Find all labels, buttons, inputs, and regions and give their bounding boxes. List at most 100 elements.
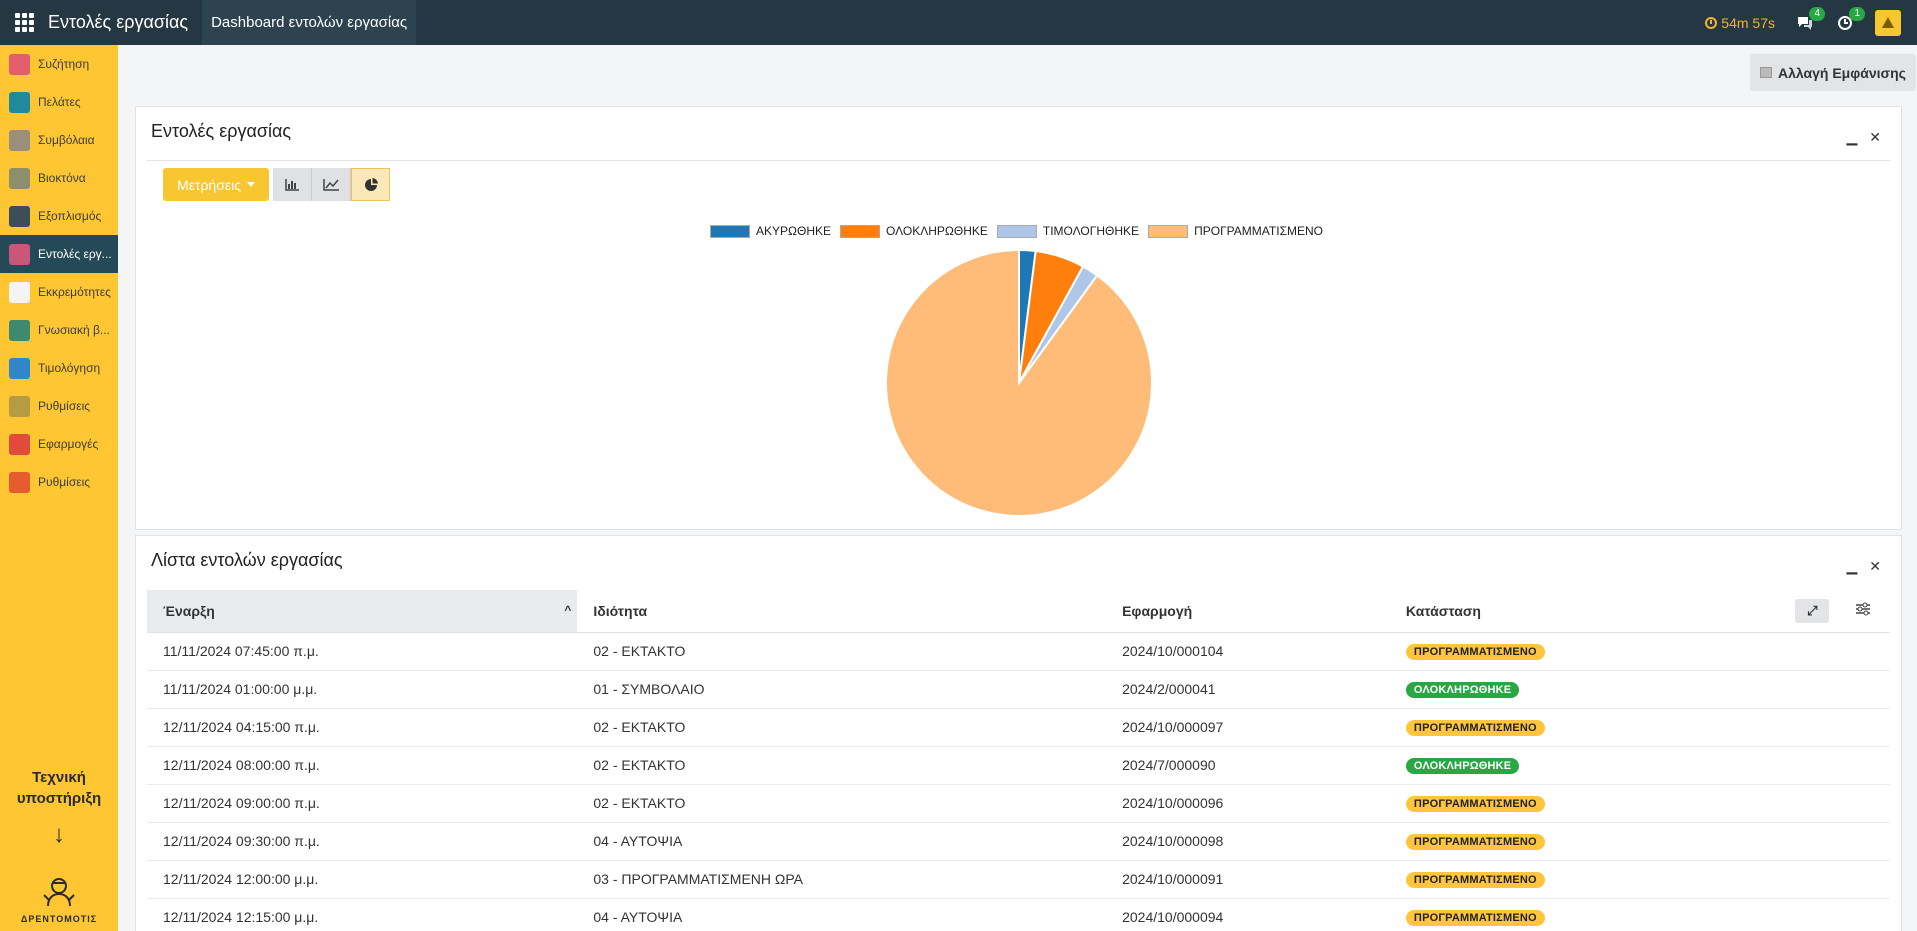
- status-badge: ΠΡΟΓΡΑΜΜΑΤΙΣΜΕΝΟ: [1405, 720, 1545, 736]
- cell-ref: 2024/7/000090: [1106, 746, 1390, 785]
- sidebar-item-knowledge[interactable]: Γνωσιακή β...: [0, 311, 118, 349]
- cell-start: 12/11/2024 08:00:00 π.μ.: [147, 746, 578, 785]
- sort-asc-icon: ^: [564, 602, 572, 617]
- status-badge: ΟΛΟΚΛΗΡΩΘΗΚΕ: [1405, 758, 1520, 774]
- sidebar-item-label: Ρυθμίσεις: [38, 399, 91, 413]
- sidebar-item-workorder[interactable]: Εντολές εργ...: [0, 235, 118, 273]
- change-view-label: Αλλαγή Εμφάνισης: [1778, 64, 1906, 81]
- sidebar-item-settings-alt[interactable]: Ρυθμίσεις: [0, 463, 118, 501]
- table-row[interactable]: 12/11/2024 12:15:00 μ.μ. 04 - ΑΥΤΟΨΙΑ 2024…: [147, 898, 1890, 931]
- cell-empty: [1838, 708, 1890, 747]
- apps-icon: [9, 433, 30, 455]
- contacts-icon: [9, 91, 30, 113]
- activities-icon[interactable]: 1: [1835, 6, 1865, 33]
- equipment-icon: [9, 205, 30, 227]
- column-status[interactable]: Κατάσταση: [1389, 590, 1780, 633]
- cell-status: ΠΡΟΓΡΑΜΜΑΤΙΣΜΕΝΟ: [1389, 632, 1780, 671]
- app-menu-icon[interactable]: [0, 0, 48, 45]
- sidebar-item-pending[interactable]: Εκκρεμότητες: [0, 273, 118, 311]
- status-badge: ΠΡΟΓΡΑΜΜΑΤΙΣΜΕΝΟ: [1405, 872, 1545, 888]
- messages-icon[interactable]: 4: [1795, 6, 1825, 33]
- table-row[interactable]: 12/11/2024 09:00:00 π.μ. 02 - ΕΚΤΑΚΤΟ 2024…: [147, 784, 1890, 823]
- minimize-icon[interactable]: ▁: [1846, 129, 1858, 145]
- bar-chart-button[interactable]: [273, 168, 312, 201]
- legend-item[interactable]: ΑΚΥΡΩΘΗΚΕ: [710, 224, 831, 238]
- cell-status: ΠΡΟΓΡΑΜΜΑΤΙΣΜΕΝΟ: [1389, 898, 1780, 931]
- column-ref[interactable]: Εφαρμογή: [1106, 590, 1390, 633]
- messages-badge: 4: [1809, 6, 1825, 21]
- chart-panel-title: Εντολές εργασίας: [151, 121, 292, 141]
- activities-badge: 1: [1849, 6, 1865, 21]
- company-logo: ΔΡΕΝΤΟΜΟΤΙΣ: [16, 877, 102, 924]
- change-view-button[interactable]: Αλλαγή Εμφάνισης: [1750, 54, 1916, 91]
- expand-column: ⤢: [1779, 590, 1839, 633]
- line-chart-icon: [323, 178, 339, 191]
- cell-status: ΠΡΟΓΡΑΜΜΑΤΙΣΜΕΝΟ: [1389, 860, 1780, 899]
- column-type[interactable]: Ιδιότητα: [577, 590, 1107, 633]
- sidebar-item-label: Τιμολόγηση: [38, 361, 101, 375]
- status-badge: ΠΡΟΓΡΑΜΜΑΤΙΣΜΕΝΟ: [1405, 910, 1545, 926]
- session-timer[interactable]: 54m 57s: [1705, 15, 1775, 31]
- bar-chart-icon: [285, 178, 299, 191]
- close-icon[interactable]: ✕: [1869, 129, 1881, 145]
- expand-icon[interactable]: ⤢: [1795, 598, 1830, 623]
- legend-item[interactable]: ΠΡΟΓΡΑΜΜΑΤΙΣΜΕΝΟ: [1148, 224, 1323, 238]
- line-chart-button[interactable]: [312, 168, 351, 201]
- sidebar-item-chat[interactable]: Συζήτηση: [0, 45, 118, 83]
- sidebar-item-invoice[interactable]: Τιμολόγηση: [0, 349, 118, 387]
- column-start-label: Έναρξη: [163, 602, 215, 619]
- minimize-icon[interactable]: ▁: [1846, 558, 1858, 574]
- cell-status: ΠΡΟΓΡΑΜΜΑΤΙΣΜΕΝΟ: [1389, 708, 1780, 747]
- legend-item[interactable]: ΟΛΟΚΛΗΡΩΘΗΚΕ: [840, 224, 988, 238]
- table-row[interactable]: 12/11/2024 08:00:00 π.μ. 02 - ΕΚΤΑΚΤΟ 2024…: [147, 746, 1890, 785]
- work-orders-table: Έναρξη ^ Ιδιότητα Εφαρμογή Κατάσταση ⤢ 1…: [147, 590, 1890, 931]
- cell-status: ΠΡΟΓΡΑΜΜΑΤΙΣΜΕΝΟ: [1389, 822, 1780, 861]
- column-settings-icon[interactable]: [1855, 602, 1871, 616]
- table-header-row: Έναρξη ^ Ιδιότητα Εφαρμογή Κατάσταση ⤢: [147, 590, 1890, 633]
- app-title[interactable]: Εντολές εργασίας: [48, 12, 189, 32]
- table-row[interactable]: 12/11/2024 09:30:00 π.μ. 04 - ΑΥΤΟΨΙΑ 2024…: [147, 822, 1890, 861]
- support-text[interactable]: Τεχνική υποστήριξη: [0, 767, 118, 809]
- legend-label: ΠΡΟΓΡΑΜΜΑΤΙΣΜΕΝΟ: [1194, 224, 1323, 238]
- legend-swatch: [1148, 224, 1189, 238]
- sidebar-item-equipment[interactable]: Εξοπλισμός: [0, 197, 118, 235]
- status-badge: ΟΛΟΚΛΗΡΩΘΗΚΕ: [1405, 682, 1520, 698]
- sidebar-item-settings[interactable]: Ρυθμίσεις: [0, 387, 118, 425]
- sidebar-item-biocide[interactable]: Βιοκτόνα: [0, 159, 118, 197]
- cell-start: 11/11/2024 01:00:00 μ.μ.: [147, 670, 578, 709]
- sidebar-item-contacts[interactable]: Πελάτες: [0, 83, 118, 121]
- metrics-label: Μετρήσεις: [177, 176, 241, 193]
- sidebar-item-label: Εξοπλισμός: [38, 209, 102, 223]
- sidebar-item-label: Συμβόλαια: [38, 133, 95, 147]
- contract-icon: [9, 129, 30, 151]
- metrics-dropdown-button[interactable]: Μετρήσεις: [163, 168, 269, 201]
- cell-empty: [1838, 670, 1890, 709]
- table-row[interactable]: 12/11/2024 04:15:00 π.μ. 02 - ΕΚΤΑΚΤΟ 2024…: [147, 708, 1890, 747]
- pending-icon: [9, 281, 30, 303]
- support-line-1: Τεχνική: [32, 769, 86, 786]
- table-row[interactable]: 11/11/2024 01:00:00 μ.μ. 01 - ΣΥΜΒΟΛΑΙΟ 20…: [147, 670, 1890, 709]
- list-panel-title: Λίστα εντολών εργασίας: [151, 550, 343, 570]
- arrow-down-icon: ↓: [53, 821, 65, 848]
- close-icon[interactable]: ✕: [1869, 558, 1881, 574]
- cell-start: 12/11/2024 12:00:00 μ.μ.: [147, 860, 578, 899]
- sidebar-item-label: Βιοκτόνα: [38, 171, 86, 185]
- legend-item[interactable]: ΤΙΜΟΛΟΓΗΘΗΚΕ: [996, 224, 1139, 238]
- table-row[interactable]: 12/11/2024 12:00:00 μ.μ. 03 - ΠΡΟΓΡΑΜΜΑΤΙ…: [147, 860, 1890, 899]
- table-row[interactable]: 11/11/2024 07:45:00 π.μ. 02 - ΕΚΤΑΚΤΟ 2024…: [147, 632, 1890, 671]
- column-settings: [1838, 590, 1890, 633]
- cell-empty: [1838, 632, 1890, 671]
- cell-ref: 2024/10/000096: [1106, 784, 1390, 823]
- sidebar-item-contract[interactable]: Συμβόλαια: [0, 121, 118, 159]
- pie-slice[interactable]: [885, 248, 1153, 517]
- column-start[interactable]: Έναρξη ^: [147, 590, 578, 633]
- cell-status: ΟΛΟΚΛΗΡΩΘΗΚΕ: [1389, 670, 1780, 709]
- cell-empty: [1838, 746, 1890, 785]
- cell-empty: [1779, 822, 1839, 861]
- cell-empty: [1779, 708, 1839, 747]
- pie-chart-button[interactable]: [351, 168, 390, 201]
- dashboard-menu-item[interactable]: Dashboard εντολών εργασίας: [202, 0, 417, 45]
- cell-empty: [1838, 822, 1890, 861]
- user-avatar[interactable]: [1875, 9, 1901, 36]
- sidebar-item-apps[interactable]: Εφαρμογές: [0, 425, 118, 463]
